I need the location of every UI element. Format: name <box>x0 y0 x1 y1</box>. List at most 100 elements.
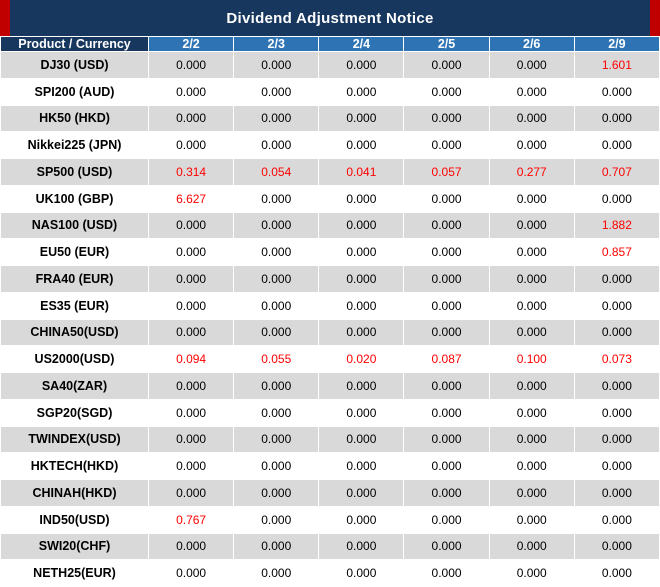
product-cell: SGP20(SGD) <box>0 398 149 427</box>
value-cell: 0.000 <box>318 425 405 454</box>
product-cell: FRA40 (EUR) <box>0 265 149 293</box>
product-cell: DJ30 (USD) <box>0 51 149 79</box>
value-cell: 0.000 <box>147 77 235 106</box>
value-cell: 0.000 <box>318 398 405 427</box>
value-cell: 0.000 <box>403 505 490 534</box>
value-cell: 0.000 <box>233 291 320 320</box>
value-cell: 0.000 <box>403 104 490 133</box>
table-body: DJ30 (USD) 0.000 0.000 0.000 0.000 0.000 1.601… <box>0 51 660 587</box>
table-row: UK100 (GBP) 6.627 0.000 0.000 0.000 0.000 0.00… <box>0 184 660 213</box>
value-cell: 0.000 <box>403 318 490 347</box>
value-cell: 0.000 <box>573 398 660 427</box>
value-cell: 0.000 <box>488 291 575 320</box>
value-cell: 0.000 <box>318 505 405 534</box>
value-cell: 0.000 <box>318 104 405 133</box>
table-row: EU50 (EUR) 0.000 0.000 0.000 0.000 0.000 0.857 <box>0 238 660 266</box>
value-cell: 0.000 <box>147 238 235 266</box>
date-header: 2/2 <box>147 36 235 52</box>
value-cell: 1.601 <box>573 51 660 79</box>
value-cell: 0.314 <box>147 158 235 186</box>
table-row: ES35 (EUR) 0.000 0.000 0.000 0.000 0.000 0.000 <box>0 291 660 320</box>
value-cell: 0.000 <box>233 452 320 480</box>
value-cell: 0.000 <box>233 505 320 534</box>
value-cell: 0.000 <box>573 425 660 454</box>
date-header: 2/5 <box>403 36 490 52</box>
value-cell: 0.073 <box>573 345 660 373</box>
value-cell: 0.000 <box>147 51 235 79</box>
product-cell: EU50 (EUR) <box>0 238 149 266</box>
value-cell: 0.000 <box>488 184 575 213</box>
value-cell: 0.000 <box>573 452 660 480</box>
product-cell: NETH25(EUR) <box>0 559 149 587</box>
product-currency-header: Product / Currency <box>0 36 149 52</box>
value-cell: 0.000 <box>403 51 490 79</box>
value-cell: 0.000 <box>488 131 575 159</box>
value-cell: 0.100 <box>488 345 575 373</box>
value-cell: 0.000 <box>318 532 405 561</box>
product-cell: Nikkei225 (JPN) <box>0 131 149 159</box>
value-cell: 0.000 <box>573 291 660 320</box>
value-cell: 0.000 <box>488 425 575 454</box>
value-cell: 0.000 <box>233 238 320 266</box>
product-cell: HKTECH(HKD) <box>0 452 149 480</box>
value-cell: 0.000 <box>403 425 490 454</box>
value-cell: 0.000 <box>488 479 575 507</box>
value-cell: 0.000 <box>233 51 320 79</box>
value-cell: 0.000 <box>488 51 575 79</box>
value-cell: 0.000 <box>573 318 660 347</box>
table-row: CHINA50(USD) 0.000 0.000 0.000 0.000 0.000 0.0… <box>0 318 660 347</box>
table-row: SA40(ZAR) 0.000 0.000 0.000 0.000 0.000 0.000 <box>0 372 660 400</box>
value-cell: 0.000 <box>233 184 320 213</box>
page-title: Dividend Adjustment Notice <box>10 0 650 36</box>
date-header: 2/3 <box>233 36 320 52</box>
value-cell: 0.000 <box>403 265 490 293</box>
table-row: NAS100 (USD) 0.000 0.000 0.000 0.000 0.000 1.8… <box>0 211 660 240</box>
value-cell: 0.020 <box>318 345 405 373</box>
value-cell: 0.767 <box>147 505 235 534</box>
value-cell: 0.000 <box>403 211 490 240</box>
value-cell: 0.000 <box>573 265 660 293</box>
value-cell: 0.000 <box>573 559 660 587</box>
value-cell: 0.000 <box>318 318 405 347</box>
value-cell: 0.000 <box>233 479 320 507</box>
value-cell: 0.094 <box>147 345 235 373</box>
table-row: SWI20(CHF) 0.000 0.000 0.000 0.000 0.000 0.000 <box>0 532 660 561</box>
value-cell: 0.000 <box>403 77 490 106</box>
value-cell: 0.000 <box>488 77 575 106</box>
value-cell: 0.000 <box>488 505 575 534</box>
product-cell: CHINA50(USD) <box>0 318 149 347</box>
product-cell: SWI20(CHF) <box>0 532 149 561</box>
value-cell: 0.000 <box>573 131 660 159</box>
value-cell: 0.000 <box>318 211 405 240</box>
value-cell: 0.000 <box>147 291 235 320</box>
product-cell: CHINAH(HKD) <box>0 479 149 507</box>
product-cell: HK50 (HKD) <box>0 104 149 133</box>
value-cell: 0.000 <box>318 131 405 159</box>
value-cell: 0.000 <box>573 184 660 213</box>
value-cell: 0.000 <box>488 265 575 293</box>
value-cell: 0.000 <box>573 479 660 507</box>
value-cell: 0.000 <box>147 532 235 561</box>
value-cell: 6.627 <box>147 184 235 213</box>
value-cell: 0.000 <box>147 372 235 400</box>
value-cell: 0.000 <box>318 559 405 587</box>
table-row: HK50 (HKD) 0.000 0.000 0.000 0.000 0.000 0.000 <box>0 104 660 133</box>
title-accent-left <box>0 0 10 36</box>
dividend-adjustment-table: Product / Currency 2/2 2/3 2/4 2/5 2/6 2/9 DJ… <box>0 36 660 587</box>
value-cell: 0.000 <box>488 238 575 266</box>
value-cell: 0.000 <box>488 372 575 400</box>
table-row: US2000(USD) 0.094 0.055 0.020 0.087 0.100 0.07… <box>0 345 660 373</box>
table-row: HKTECH(HKD) 0.000 0.000 0.000 0.000 0.000 0.00… <box>0 452 660 480</box>
value-cell: 0.000 <box>233 104 320 133</box>
title-accent-right <box>650 0 660 36</box>
value-cell: 0.000 <box>488 211 575 240</box>
product-cell: SA40(ZAR) <box>0 372 149 400</box>
value-cell: 0.000 <box>147 479 235 507</box>
table-row: TWINDEX(USD) 0.000 0.000 0.000 0.000 0.000 0.0… <box>0 425 660 454</box>
value-cell: 0.000 <box>233 425 320 454</box>
value-cell: 0.857 <box>573 238 660 266</box>
value-cell: 0.000 <box>233 318 320 347</box>
product-cell: UK100 (GBP) <box>0 184 149 213</box>
value-cell: 0.000 <box>318 51 405 79</box>
